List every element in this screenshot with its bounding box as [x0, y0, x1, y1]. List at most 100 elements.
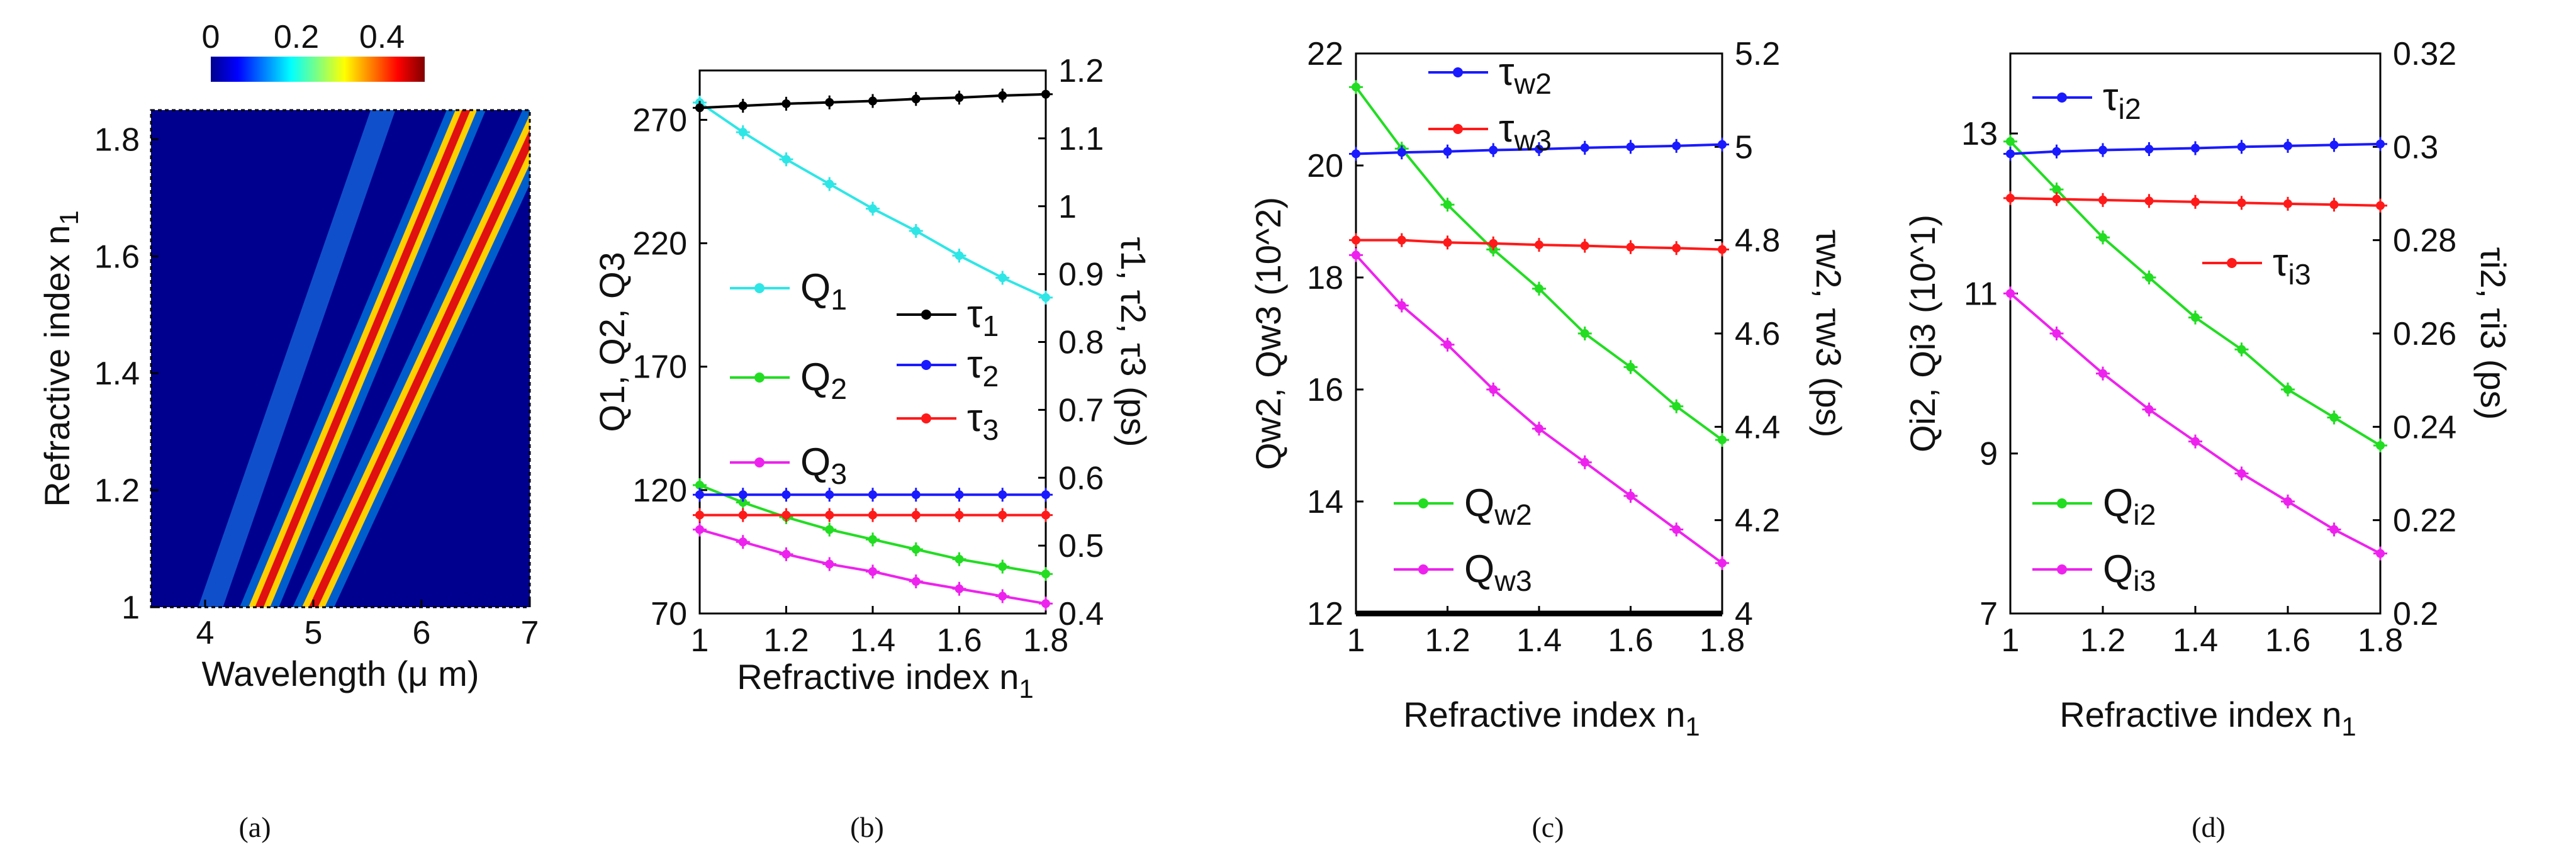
- legend-label-Qi2: Qi2: [2103, 481, 2156, 531]
- y-left-tick-label: 12: [1307, 596, 1343, 632]
- legend-label-Qi3: Qi3: [2103, 547, 2156, 597]
- y-right-tick-label: 4.8: [1735, 223, 1780, 259]
- y-left-tick-label: 9: [1980, 436, 1998, 473]
- heatmap-band-2-core: [255, 110, 471, 607]
- data-marker-Qi2: [2327, 410, 2341, 425]
- x-tick-label: 1.4: [2173, 622, 2218, 659]
- data-marker-Q1: [779, 152, 793, 167]
- data-marker-Qi3: [2003, 286, 2017, 301]
- legend-marker: [754, 372, 764, 383]
- x-tick-label: 1.6: [936, 622, 982, 659]
- data-marker-τi3: [2373, 198, 2387, 213]
- caption-b: (b): [850, 811, 884, 843]
- data-marker-τi3: [2188, 194, 2202, 209]
- x-tick-label: 1.6: [2265, 622, 2310, 659]
- data-marker-Qi3: [2049, 327, 2064, 340]
- data-marker-Qi2: [2281, 383, 2295, 396]
- x-tick-label: 1.2: [1425, 622, 1470, 659]
- y-tick-label: 1.4: [94, 356, 140, 392]
- data-marker-τ3: [736, 508, 750, 522]
- data-marker-τ1: [736, 99, 750, 113]
- caption-c: (c): [1532, 811, 1564, 843]
- data-marker-Q2: [822, 522, 837, 537]
- colorbar-tick-label: 0: [202, 19, 220, 55]
- data-marker-τw2: [1669, 138, 1684, 153]
- y-right-tick-label: 0.4: [1058, 596, 1104, 632]
- y-right-tick-label: 0.32: [2393, 36, 2456, 72]
- legend-marker: [2057, 92, 2067, 103]
- legend-label-Qw2: Qw2: [1464, 481, 1532, 531]
- data-marker-τ2: [866, 488, 880, 502]
- series-line-Qi2: [2009, 140, 2382, 447]
- x-tick-label: 1.4: [1516, 622, 1562, 659]
- y-left-tick-label: 13: [1961, 116, 1998, 152]
- heatmap-band-3-mid: [301, 115, 530, 607]
- data-marker-Q3: [736, 535, 750, 549]
- y-right-tick-label: 0.22: [2393, 503, 2456, 539]
- data-marker-τi2: [2373, 137, 2387, 151]
- y-right-tick-label: 0.6: [1058, 460, 1104, 496]
- legend-marker: [921, 310, 931, 320]
- data-marker-τw2: [1623, 140, 1638, 154]
- data-marker-Qw2: [1715, 433, 1729, 447]
- data-marker-Qi2: [2234, 342, 2249, 357]
- data-marker-τi2: [2096, 143, 2110, 157]
- data-marker-Qw3: [1669, 522, 1684, 537]
- data-marker-τi3: [2142, 194, 2156, 208]
- data-marker-τi3: [2234, 196, 2249, 210]
- data-marker-Q3: [952, 581, 966, 596]
- legend-label-τw3: τw3: [1499, 107, 1552, 157]
- data-marker-τi3: [2003, 191, 2017, 205]
- legend-label-Qw3: Qw3: [1464, 547, 1532, 597]
- y-right-tick-label: 4.2: [1735, 503, 1780, 539]
- data-marker-τi3: [2327, 198, 2341, 212]
- data-marker-τi2: [2327, 138, 2341, 152]
- legend-label-Q1: Q1: [800, 266, 847, 316]
- y-left-axis-label: Qw2, Qw3 (10^2): [1248, 197, 1288, 470]
- data-marker-τw3: [1715, 242, 1729, 257]
- data-marker-Q2: [952, 552, 966, 566]
- y-right-axis-label: τi2, τi3 (ps): [2473, 247, 2513, 420]
- y-left-tick-label: 20: [1307, 148, 1343, 184]
- x-tick-label: 6: [413, 615, 431, 651]
- data-marker-Q3: [779, 547, 793, 561]
- heatmap-band-3-core: [308, 129, 530, 607]
- data-marker-τ3: [995, 508, 1010, 522]
- legend-marker: [921, 413, 931, 423]
- data-marker-τ2: [779, 488, 793, 502]
- y-left-tick-label: 22: [1307, 36, 1343, 72]
- data-marker-Q1: [995, 271, 1010, 285]
- data-marker-τi2: [2003, 147, 2017, 161]
- y-left-tick-label: 7: [1980, 596, 1998, 632]
- x-axis-label: Refractive index n1: [1403, 695, 1700, 741]
- data-marker-τ2: [822, 488, 837, 502]
- legend-label-τ3: τ3: [967, 396, 999, 446]
- colorbar: [211, 57, 425, 82]
- data-marker-Q3: [822, 557, 837, 571]
- data-marker-Q1: [1039, 290, 1053, 305]
- data-marker-τ1: [1039, 87, 1053, 101]
- y-right-tick-label: 1: [1058, 189, 1077, 225]
- data-marker-τw2: [1440, 144, 1455, 159]
- data-marker-τi2: [2188, 141, 2202, 155]
- plot-frame: [2009, 52, 2382, 615]
- legend-marker: [1418, 564, 1428, 574]
- series-line-Qw3: [1355, 254, 1723, 564]
- data-marker-Qi3: [2096, 366, 2110, 381]
- data-marker-Q3: [1039, 597, 1053, 611]
- data-marker-τi2: [2234, 140, 2249, 154]
- x-tick-label: 1: [1347, 622, 1365, 659]
- y-left-tick-label: 16: [1307, 372, 1343, 408]
- x-tick-label: 1.8: [1700, 622, 1745, 659]
- y-right-tick-label: 4: [1735, 596, 1753, 632]
- y-axis-label: Refractive index n1: [37, 210, 84, 507]
- legend-marker: [921, 360, 931, 370]
- caption-a: (a): [238, 811, 271, 843]
- y-tick-label: 1: [121, 590, 140, 626]
- x-tick-label: 1.8: [1023, 622, 1068, 659]
- data-marker-Qi3: [2373, 546, 2387, 561]
- y-left-tick-label: 14: [1307, 484, 1343, 520]
- data-marker-τ2: [1039, 488, 1053, 502]
- data-marker-τ1: [909, 92, 923, 106]
